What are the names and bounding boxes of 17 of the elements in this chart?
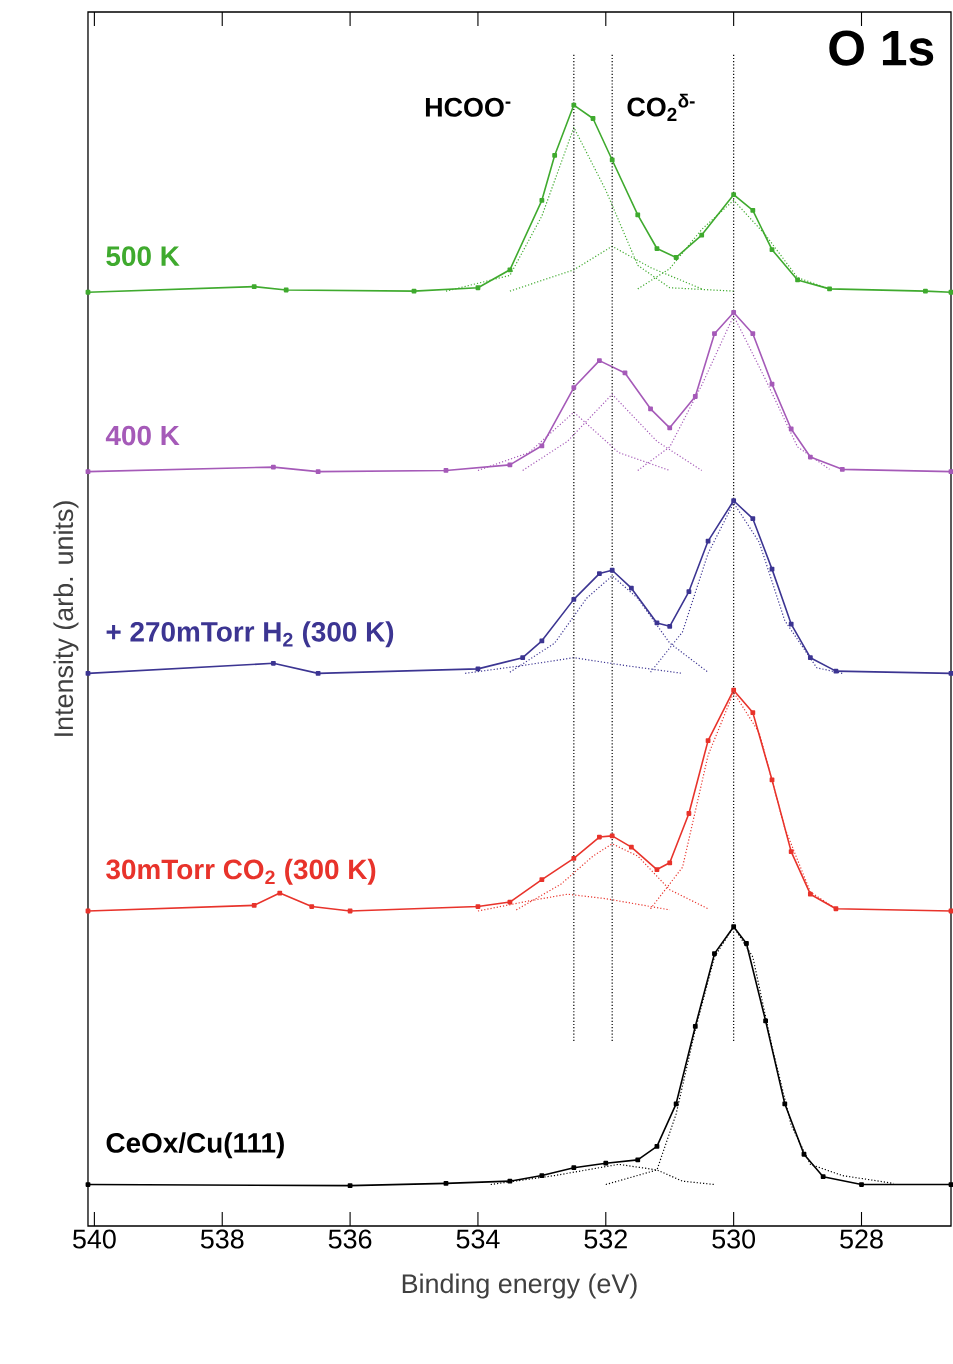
y-axis-title: Intensity (arb. units) xyxy=(53,501,79,736)
x-tick-label: 538 xyxy=(200,1229,244,1249)
series-label: 30mTorr CO$_{2}$ (300 K) xyxy=(106,858,376,885)
series-label: 500 K xyxy=(106,246,180,267)
x-tick-label: 534 xyxy=(456,1229,500,1249)
x-tick-label: 532 xyxy=(584,1229,627,1249)
x-axis-title: Binding energy (eV) xyxy=(402,1273,637,1299)
x-tick-label: 530 xyxy=(712,1229,756,1249)
ref-line-label: CO$_{2}$δ- xyxy=(627,93,695,121)
series-label: + 270mTorr H$_{2}$ (300 K) xyxy=(106,621,394,648)
ref-line-label: HCOO$^{-}$ xyxy=(425,97,511,117)
series-label: 400 K xyxy=(105,425,180,446)
x-tick-label: 536 xyxy=(328,1229,372,1249)
text: O 1s xyxy=(829,30,934,66)
x-tick-label: 528 xyxy=(840,1229,883,1249)
series-label: CeOx/Cu(111) xyxy=(106,1132,284,1159)
x-tick-label: 540 xyxy=(73,1229,116,1249)
